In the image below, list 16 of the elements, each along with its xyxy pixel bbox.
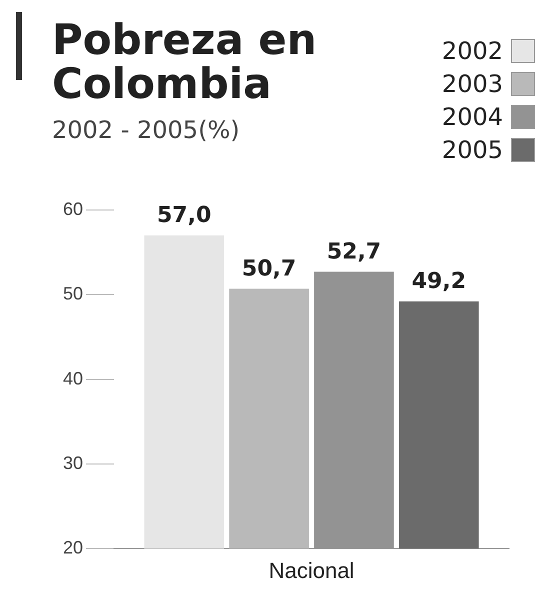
legend-label: 2003	[442, 70, 503, 98]
data-label: 52,7	[326, 240, 382, 265]
legend-label: 2002	[442, 36, 503, 64]
legend-label: 2005	[442, 136, 503, 164]
data-label: 49,2	[412, 269, 466, 294]
y-tick-label: 30	[62, 452, 84, 473]
y-tick-label: 20	[62, 538, 84, 558]
chart-subtitle: 2002 - 2005(%)	[52, 116, 241, 144]
x-tick-label: Nacional	[268, 558, 354, 583]
data-label: 57,0	[156, 203, 212, 228]
y-tick-label: 40	[62, 368, 84, 388]
y-tick-label: 60	[62, 198, 84, 219]
y-tick-label: 50	[62, 284, 84, 304]
data-label: 50,7	[242, 256, 296, 282]
chart-title: Pobreza en Colombia	[52, 15, 318, 108]
legend-label: 2004	[442, 102, 503, 130]
